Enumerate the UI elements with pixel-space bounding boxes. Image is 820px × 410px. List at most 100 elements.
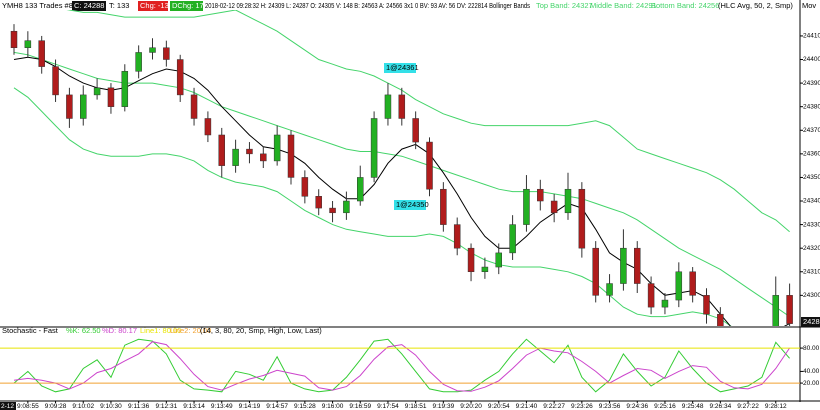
x-tick-label: 9:10:02: [72, 403, 94, 410]
candle-body: [564, 188, 572, 214]
y-tick-label: 24310: [803, 268, 820, 275]
candle-body: [176, 59, 184, 96]
candle-body: [204, 118, 212, 136]
y-tick-label: 24400: [803, 56, 820, 63]
daily-change: DChg: 172: [172, 1, 208, 10]
candle-body: [107, 87, 115, 107]
candle-body: [163, 47, 170, 60]
candle-body: [329, 207, 336, 214]
stoch-d: %D: 80.17: [102, 326, 137, 335]
candle-body: [634, 247, 641, 284]
y-tick-label: 24360: [803, 151, 820, 158]
candle-body: [786, 295, 793, 324]
symbol: YMH8 133 Trades #8: [2, 1, 73, 10]
x-tick-label: 9:21:40: [516, 403, 538, 410]
y-tick-label: 24320: [803, 245, 820, 252]
candle-body: [218, 134, 225, 166]
y-tick-label: 24300: [803, 292, 820, 299]
x-tick-label: 9:25:48: [682, 403, 704, 410]
candle-body: [661, 299, 669, 308]
candle-body: [467, 247, 475, 273]
x-tick-label: 9:22:27: [543, 403, 565, 410]
x-tick-label: 9:16:00: [322, 403, 344, 410]
candle-body: [440, 188, 447, 225]
indicator-line: [13, 51, 790, 318]
candle-body: [675, 271, 683, 301]
annotation: 1@24350: [396, 200, 429, 209]
x-tick-label: 9:09:28: [45, 403, 67, 410]
candle-body: [509, 224, 516, 254]
candle-body: [398, 94, 406, 119]
x-tick-label: 9:25:16: [654, 403, 676, 410]
candle-body: [647, 283, 655, 308]
y-tick-label: 24410: [803, 33, 820, 40]
date-label: 2-12: [1, 403, 14, 410]
bottom-band: Bottom Band: 24256: [651, 1, 719, 10]
candle-body: [592, 247, 599, 296]
candle-body: [38, 40, 45, 67]
x-tick-label: 9:19:39: [433, 403, 455, 410]
x-tick-label: 9:18:51: [405, 403, 427, 410]
candle-body: [66, 94, 73, 119]
top-band: Top Band: 24327: [536, 1, 593, 10]
candle-body: [772, 295, 779, 326]
close: C: 24288: [74, 1, 104, 10]
stoch-tick-label: 40.00: [803, 368, 820, 375]
candle-body: [149, 47, 156, 53]
x-tick-label: 9:11:36: [128, 403, 150, 410]
stoch-tick-label: 20.00: [803, 380, 820, 387]
x-tick-label: 9:23:56: [599, 403, 621, 410]
x-tick-label: 9:17:54: [377, 403, 399, 410]
last-price: 24288: [803, 317, 820, 326]
x-tick-label: 9:27:22: [737, 403, 759, 410]
stoch-params: (14, 3, 80, 20, Smp, High, Low, Last): [200, 326, 322, 335]
candle-body: [620, 247, 627, 284]
candle-body: [703, 295, 710, 315]
indicator-line: [13, 87, 732, 326]
candle-body: [135, 52, 142, 72]
candle-body: [52, 66, 59, 96]
x-tick-label: 9:14:57: [266, 403, 288, 410]
params: (HLC Avg, 50, 2, Smp): [718, 1, 793, 10]
info: 2018-02-12 09:28:32 H: 24309 L: 24287 O:…: [205, 1, 530, 10]
x-tick-label: 9:14:19: [239, 403, 261, 410]
candle-body: [301, 177, 309, 197]
x-tick-label: 9:20:54: [488, 403, 510, 410]
candle-body: [93, 87, 101, 96]
candle-body: [453, 224, 461, 249]
x-tick-label: 9:24:36: [626, 403, 648, 410]
candle-body: [190, 94, 198, 119]
candle-body: [578, 188, 586, 249]
candle-body: [10, 30, 18, 48]
candle-body: [537, 188, 544, 202]
stoch-panel: [13, 338, 791, 393]
stoch-tick-label: 80.00: [803, 345, 820, 352]
x-tick-label: 9:23:26: [571, 403, 593, 410]
candle-body: [606, 283, 613, 296]
candle-body: [287, 134, 295, 178]
candle-body: [246, 148, 253, 155]
x-tick-label: 9:13:49: [211, 403, 233, 410]
daily-change-box: [170, 1, 203, 11]
candle-body: [80, 94, 87, 119]
stoch-line: [13, 341, 791, 392]
candle-body: [260, 153, 267, 162]
x-tick-label: 9:20:20: [460, 403, 482, 410]
more: Mov: [802, 1, 816, 10]
candle-body: [24, 40, 32, 48]
candle-body: [273, 134, 281, 162]
candle-body: [412, 118, 419, 143]
close-box: [72, 1, 106, 11]
stoch-line: [13, 338, 790, 393]
candle-body: [426, 141, 433, 190]
x-tick-label: 9:08:55: [17, 403, 39, 410]
candle-body: [481, 266, 489, 273]
stoch-header: Stochastic - Fast %K: 62.50 %D: 80.17 Li…: [2, 326, 322, 335]
change-box: [138, 1, 168, 11]
y-tick-label: 24330: [803, 221, 820, 228]
candle-body: [121, 71, 129, 107]
change: Chg: -13: [140, 1, 169, 10]
x-tick-label: 9:26:34: [710, 403, 732, 410]
candle-body: [689, 271, 696, 296]
